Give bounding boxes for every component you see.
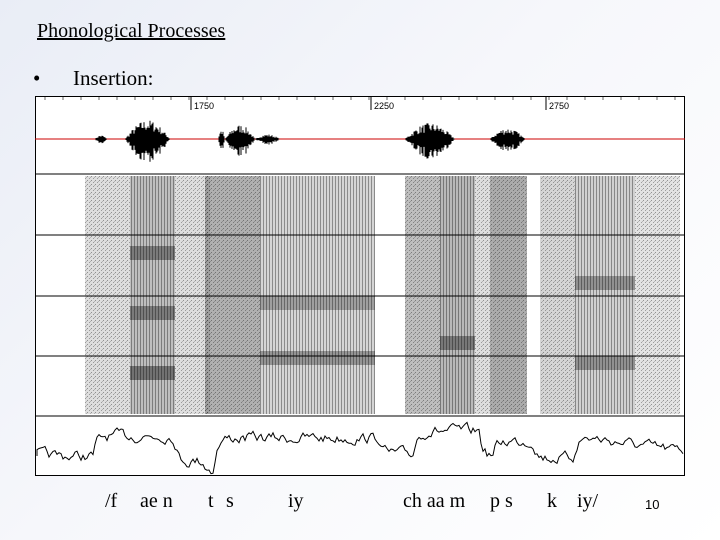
bullet-dot: • — [33, 66, 41, 90]
spectral-texture — [405, 176, 440, 414]
phone-label: iy/ — [577, 490, 599, 512]
spectrogram-panel — [35, 176, 685, 417]
waveform-trace — [95, 120, 525, 162]
phone-label: ch aa m — [403, 490, 466, 512]
formant-band — [260, 296, 375, 310]
phone-label: s — [226, 490, 234, 512]
time-tick-label: 1750 — [194, 101, 214, 111]
spectral-texture — [540, 176, 575, 414]
waveform-panel — [35, 120, 685, 175]
formant-band — [440, 336, 475, 350]
phone-label: p s — [490, 490, 513, 512]
spectrogram-figure: 1750 2250 2750 — [35, 96, 685, 476]
time-axis: 1750 2250 2750 — [44, 96, 676, 111]
spectral-texture — [130, 176, 175, 414]
spectral-texture — [575, 176, 635, 414]
spectral-texture — [260, 176, 375, 414]
energy-trace-panel — [36, 421, 684, 475]
spectral-texture — [440, 176, 475, 414]
bullet-text: Insertion: — [73, 66, 154, 90]
formant-band — [575, 276, 635, 290]
energy-trace — [36, 421, 684, 475]
formant-band — [130, 366, 175, 380]
formant-band — [575, 356, 635, 370]
spectral-texture — [85, 176, 130, 414]
phone-label: iy — [288, 490, 304, 512]
spectral-texture — [475, 176, 490, 414]
phone-label: t — [208, 490, 214, 512]
time-tick-label: 2250 — [374, 101, 394, 111]
slide-title: Phonological Processes — [37, 20, 226, 42]
formant-band — [130, 246, 175, 260]
phone-label: /f — [105, 490, 118, 512]
time-tick-label: 2750 — [549, 101, 569, 111]
phone-label: k — [547, 490, 557, 512]
formant-band — [260, 351, 375, 365]
spectral-texture — [175, 176, 210, 414]
spectral-texture — [205, 176, 260, 414]
spectral-texture — [635, 176, 680, 414]
page-number: 10 — [645, 497, 660, 512]
spectral-texture — [490, 176, 527, 414]
phone-label: ae n — [140, 490, 173, 512]
formant-band — [130, 306, 175, 320]
